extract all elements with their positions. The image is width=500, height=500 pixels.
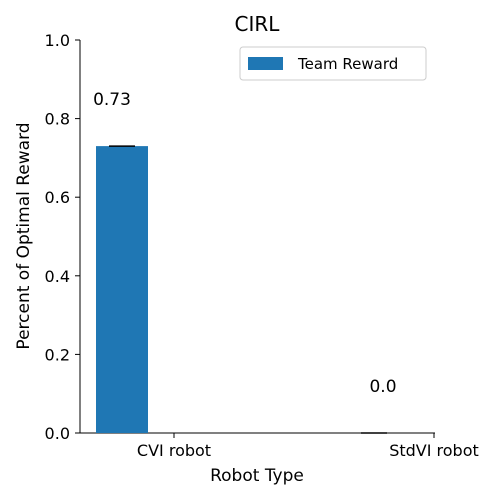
bars — [96, 145, 387, 434]
x-axis-label: Robot Type — [210, 466, 304, 486]
legend-frame — [239, 46, 427, 81]
data-label: 0.0 — [369, 377, 396, 397]
y-tick-label: 1.0 — [45, 31, 70, 50]
y-tick-label: 0.6 — [45, 188, 70, 207]
data-labels: 0.73 0.0 — [93, 90, 396, 397]
legend: Team Reward — [239, 46, 427, 81]
y-axis-label: Percent of Optimal Reward — [14, 122, 34, 349]
x-axis-ticks: CVI robot StdVI robot — [137, 433, 479, 460]
chart-title: CIRL — [235, 12, 281, 36]
data-label: 0.73 — [93, 90, 131, 110]
x-tick-label: CVI robot — [137, 441, 211, 460]
y-tick-label: 0.2 — [45, 345, 70, 364]
legend-label: Team Reward — [297, 55, 398, 73]
x-tick-label: StdVI robot — [389, 441, 479, 460]
y-tick-label: 0.8 — [45, 110, 70, 129]
y-tick-label: 0.4 — [45, 267, 70, 286]
legend-swatch — [248, 57, 283, 70]
y-tick-label: 0.0 — [45, 424, 70, 443]
bar — [96, 146, 148, 434]
y-axis-ticks: 0.0 0.2 0.4 0.6 0.8 1.0 — [45, 31, 80, 443]
